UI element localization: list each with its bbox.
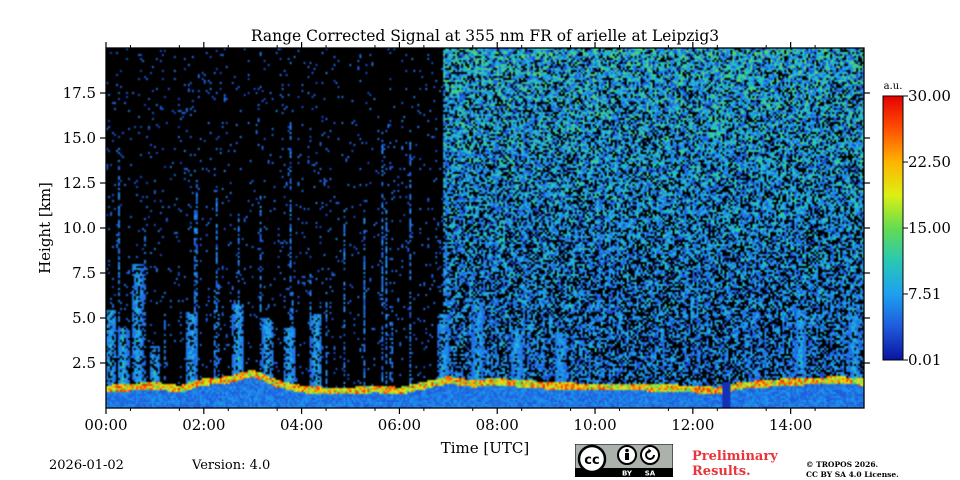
heatmap-area [105, 47, 865, 409]
by-text: BY [622, 470, 633, 478]
colorbar-tick-label: 0.01 [908, 351, 941, 369]
colorbar-tick-label: 22.50 [908, 153, 951, 171]
y-tick-label: 12.5 [63, 174, 96, 192]
colorbar-ticks: 0.01 7.51 15.00 22.50 30.00 [903, 87, 951, 369]
sa-text: SA [645, 470, 656, 478]
x-tick-label: 14:00 [769, 416, 812, 434]
preliminary-results-note: Preliminary Results. [692, 449, 778, 479]
y-tick-label: 10.0 [63, 219, 96, 237]
footer-date: 2026-01-02 [49, 458, 124, 473]
y-tick-label: 7.5 [72, 264, 96, 282]
x-axis-label: Time [UTC] [441, 439, 530, 457]
colorbar-unit: a.u. [884, 81, 903, 92]
x-tick-label: 08:00 [476, 416, 519, 434]
x-tick-label: 04:00 [280, 416, 323, 434]
y-axis-label: Height [km] [36, 182, 54, 274]
x-tick-label: 06:00 [378, 416, 421, 434]
colorbar-gradient [882, 95, 904, 361]
preliminary-line-1: Preliminary [692, 449, 778, 464]
copyright-line-1: © TROPOS 2026. [806, 460, 879, 469]
y-axis: 2.5 5.0 7.5 10.0 12.5 15.0 17.5 [63, 84, 870, 372]
copyright-line-2: CC BY SA 4.0 License. [806, 470, 899, 479]
x-axis: 00:00 02:00 04:00 06:00 08:00 10:00 12:00 14:00 [84, 42, 816, 434]
colorbar: a.u. 0.01 7.51 15.00 22.50 30.00 [882, 81, 951, 369]
copyright-note: © TROPOS 2026. CC BY SA 4.0 License. [806, 460, 899, 480]
colorbar-tick-label: 7.51 [908, 285, 941, 303]
y-tick-label: 2.5 [72, 354, 96, 372]
heatmap-image [106, 48, 864, 408]
colorbar-tick-label: 30.00 [908, 87, 951, 105]
cc-text: cc [584, 453, 599, 468]
x-tick-label: 00:00 [84, 416, 127, 434]
colorbar-tick-label: 15.00 [908, 219, 951, 237]
preliminary-line-2: Results. [692, 464, 751, 479]
x-tick-label: 02:00 [182, 416, 225, 434]
y-tick-label: 5.0 [72, 309, 96, 327]
y-tick-label: 15.0 [63, 129, 96, 147]
footer-version: Version: 4.0 [192, 458, 271, 473]
cc-by-sa-license-icon: cc BY SA [575, 444, 673, 477]
chart-title: Range Corrected Signal at 355 nm FR of a… [251, 27, 719, 45]
x-tick-label: 12:00 [671, 416, 714, 434]
x-tick-label: 10:00 [573, 416, 616, 434]
y-tick-label: 17.5 [63, 84, 96, 102]
